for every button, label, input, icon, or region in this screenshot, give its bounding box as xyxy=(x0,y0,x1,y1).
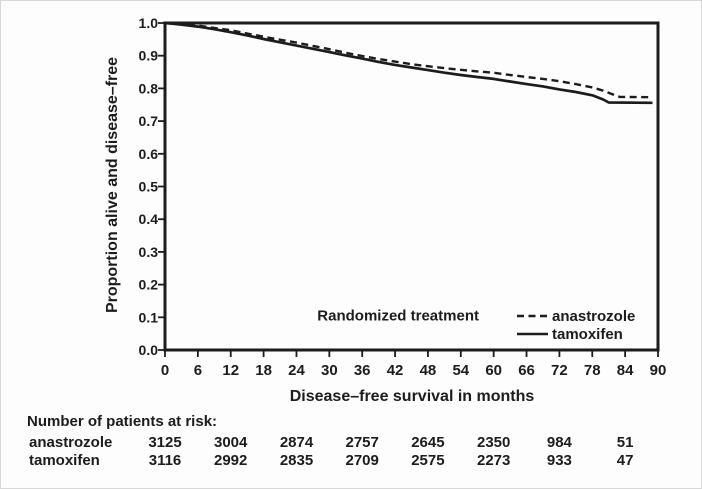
y-tick-label: 0.4 xyxy=(139,211,159,227)
x-tick-label: 24 xyxy=(288,362,305,379)
x-tick-label: 90 xyxy=(650,362,667,379)
y-tick-label: 0.5 xyxy=(139,179,159,195)
at-risk-value: 3004 xyxy=(214,434,248,451)
x-axis-title: Disease–free survival in months xyxy=(289,388,535,405)
x-tick-label: 48 xyxy=(420,362,437,379)
at-risk-value: 3125 xyxy=(148,434,182,451)
x-tick-label: 72 xyxy=(551,362,568,379)
at-risk-value: 2350 xyxy=(477,434,511,451)
y-tick-label: 0.8 xyxy=(139,80,159,96)
y-axis-title: Proportion alive and disease–free xyxy=(104,56,121,314)
legend-entry-anastrozole: anastrozole xyxy=(516,307,635,325)
at-risk-value: 3116 xyxy=(148,452,182,469)
at-risk-value: 984 xyxy=(546,434,572,451)
x-tick-label: 60 xyxy=(485,362,502,379)
x-tick-label: 12 xyxy=(222,362,239,379)
at-risk-value: 2757 xyxy=(345,434,379,451)
at-risk-value: 47 xyxy=(616,452,634,469)
y-tick-label: 0.6 xyxy=(139,146,159,162)
at-risk-value: 2575 xyxy=(411,452,445,469)
at-risk-value: 2709 xyxy=(345,452,379,469)
at-risk-title: Number of patients at risk: xyxy=(27,413,218,430)
at-risk-value: 2874 xyxy=(279,434,314,451)
x-tick-label: 0 xyxy=(161,362,169,379)
at-risk-value: 2992 xyxy=(214,452,248,469)
at-risk-row-tamoxifen: tamoxifen 3116 2992 2835 2709 2575 2273 933 47 xyxy=(1,452,701,470)
y-tick-label: 0.1 xyxy=(139,309,159,325)
plot-frame xyxy=(163,21,660,352)
x-tick-label: 36 xyxy=(354,362,371,379)
y-tick-label: 0.7 xyxy=(139,113,159,129)
at-risk-row-anastrozole: anastrozole 3125 3004 2874 2757 2645 2350 984 5… xyxy=(1,434,701,452)
legend-label-tamoxifen: tamoxifen xyxy=(552,325,623,343)
y-tick-label: 0.0 xyxy=(139,342,159,358)
solid-line-sample xyxy=(517,332,548,336)
at-risk-row-label: anastrozole xyxy=(29,434,113,451)
at-risk-row-label: tamoxifen xyxy=(29,452,100,469)
series-tamoxifen-curve xyxy=(164,21,653,105)
y-tick-label: 0.9 xyxy=(139,48,159,64)
at-risk-value: 2835 xyxy=(279,452,314,469)
x-tick-label: 30 xyxy=(321,362,338,379)
legend-entry-tamoxifen: tamoxifen xyxy=(516,325,635,343)
y-tick-label: 1.0 xyxy=(139,15,159,31)
x-tick-label: 54 xyxy=(452,362,469,379)
at-risk-value: 51 xyxy=(616,434,634,451)
series-anastrozole-curve xyxy=(164,21,653,99)
legend-title: Randomized treatment xyxy=(317,307,479,325)
y-tick-label: 0.3 xyxy=(139,244,159,260)
x-tick-label: 66 xyxy=(518,362,535,379)
y-tick-label: 0.2 xyxy=(139,277,159,293)
x-tick-label: 42 xyxy=(387,362,404,379)
at-risk-value: 2273 xyxy=(477,452,511,469)
dashed-line-sample xyxy=(517,314,548,318)
at-risk-value: 2645 xyxy=(411,434,445,451)
legend-label-anastrozole: anastrozole xyxy=(552,307,636,325)
x-tick-label: 78 xyxy=(584,362,601,379)
x-tick-label: 18 xyxy=(255,362,272,379)
legend: anastrozole tamoxifen xyxy=(516,307,635,343)
x-tick-label: 84 xyxy=(617,362,634,379)
x-tick-label: 6 xyxy=(194,362,202,379)
at-risk-value: 933 xyxy=(546,452,572,469)
